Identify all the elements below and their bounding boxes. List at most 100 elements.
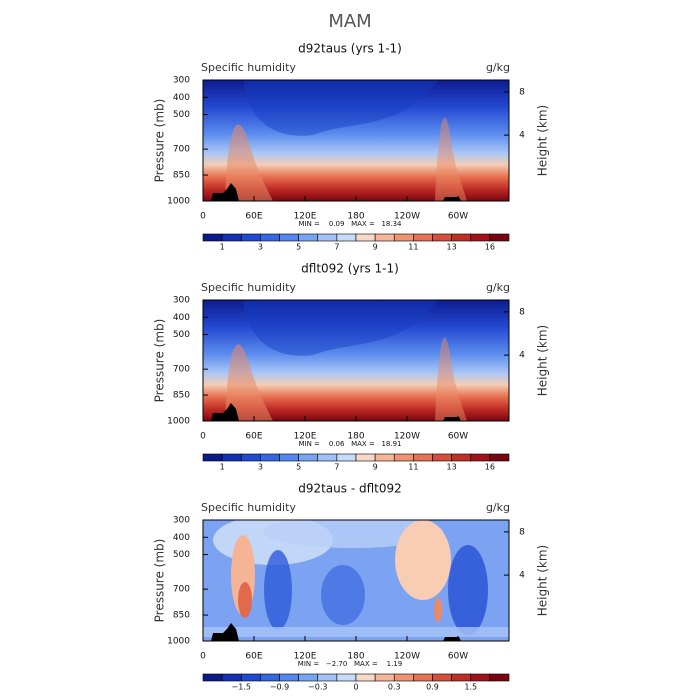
- panel-title: d92taus (yrs 1-1): [298, 42, 402, 56]
- colorbar-label: 1: [220, 463, 225, 472]
- colorbar-box: [317, 673, 338, 682]
- units-label: g/kg: [486, 501, 510, 514]
- x-tick-label: 60E: [245, 652, 262, 662]
- colorbar-box: [355, 673, 376, 682]
- field-dry: [243, 80, 438, 136]
- x-tick-label: 120W: [394, 432, 420, 442]
- x-tick-label: 0: [200, 432, 206, 442]
- colorbar-box: [202, 233, 223, 242]
- colorbar-box: [298, 233, 319, 242]
- y-tick-label: 300: [173, 296, 190, 306]
- field-blob: [434, 598, 442, 622]
- panel-title: d92taus - dflt092: [298, 482, 402, 496]
- colorbar-box: [202, 453, 223, 462]
- colorbar-box: [336, 233, 357, 242]
- colorbar-label: 7: [334, 463, 339, 472]
- y-tick-label: 500: [173, 550, 190, 560]
- field-dry: [243, 300, 438, 356]
- y-tick-label: 1000: [167, 417, 190, 427]
- field-band: [203, 627, 509, 637]
- colorbar-box: [470, 233, 491, 242]
- colorbar-box: [374, 673, 395, 682]
- colorbar-box: [451, 453, 472, 462]
- x-tick-label: 120E: [294, 432, 317, 442]
- colorbar-label: 13: [447, 243, 457, 252]
- colorbar-box: [240, 673, 261, 682]
- field-plume: [435, 117, 467, 201]
- y2-tick-label: 8: [519, 87, 525, 97]
- colorbar-label: 5: [296, 243, 301, 252]
- field-blob: [264, 550, 292, 630]
- y2-tick-label: 4: [519, 131, 525, 141]
- y-tick-label: 300: [173, 76, 190, 86]
- y-tick-label: 700: [173, 365, 190, 375]
- terrain: [211, 623, 239, 641]
- figure-title: MAM: [328, 11, 371, 32]
- plot-field: [203, 520, 509, 641]
- y-tick-label: 1000: [167, 637, 190, 647]
- colorbar-label: −0.3: [308, 683, 327, 692]
- colorbar-box: [298, 673, 319, 682]
- colorbar-box: [355, 453, 376, 462]
- colorbar-box: [451, 673, 472, 682]
- y-tick-label: 1000: [167, 197, 190, 207]
- colorbar-box: [279, 673, 299, 682]
- colorbar-box: [260, 673, 280, 682]
- colorbar-label: 5: [296, 463, 301, 472]
- y2-tick-label: 8: [519, 307, 525, 317]
- colorbar-box: [317, 233, 338, 242]
- colorbar-box: [202, 673, 223, 682]
- terrain: [211, 183, 239, 201]
- panel-title: dflt092 (yrs 1-1): [301, 262, 399, 276]
- y-tick-label: 400: [173, 93, 190, 103]
- x-tick-label: 0: [200, 652, 206, 662]
- colorbar-box: [260, 233, 280, 242]
- colorbar-label: 16: [485, 243, 495, 252]
- x-tick-label: 180: [347, 652, 364, 662]
- colorbar-label: 11: [408, 463, 418, 472]
- plot-field: [203, 80, 509, 201]
- colorbar-box: [240, 453, 261, 462]
- colorbar-label: 0: [353, 683, 358, 692]
- terrain: [443, 197, 461, 201]
- x-tick-label: 180: [347, 432, 364, 442]
- y-tick-label: 500: [173, 330, 190, 340]
- colorbar-box: [489, 233, 510, 242]
- y2-tick-label: 4: [519, 571, 525, 581]
- colorbar-box: [279, 453, 299, 462]
- field-plume: [225, 344, 273, 421]
- units-label: g/kg: [486, 61, 510, 74]
- variable-label: Specific humidity: [201, 501, 296, 514]
- colorbar-box: [221, 453, 242, 462]
- colorbar-label: 0.9: [426, 683, 439, 692]
- colorbar-box: [470, 453, 491, 462]
- y-axis-label: Pressure (mb): [153, 539, 167, 623]
- colorbar-label: −0.9: [270, 683, 289, 692]
- colorbar-box: [221, 233, 242, 242]
- colorbar-box: [489, 673, 510, 682]
- x-tick-label: 120E: [294, 212, 317, 222]
- terrain: [443, 637, 461, 641]
- y2-tick-label: 4: [519, 351, 525, 361]
- colorbar-box: [298, 453, 319, 462]
- colorbar-label: −1.5: [232, 683, 251, 692]
- colorbar-box: [432, 453, 452, 462]
- terrain: [211, 403, 239, 421]
- variable-label: Specific humidity: [201, 61, 296, 74]
- colorbar-box: [221, 673, 242, 682]
- colorbar-box: [374, 233, 395, 242]
- colorbar-label: 16: [485, 463, 495, 472]
- plot-field: [203, 300, 509, 421]
- y-tick-label: 400: [173, 313, 190, 323]
- colorbar-box: [336, 673, 357, 682]
- y-tick-label: 700: [173, 145, 190, 155]
- colorbar-label: 1: [220, 243, 225, 252]
- y-tick-label: 700: [173, 585, 190, 595]
- y-tick-label: 300: [173, 516, 190, 526]
- y-tick-label: 850: [173, 611, 190, 621]
- x-tick-label: 120W: [394, 212, 420, 222]
- colorbar-label: 13: [447, 463, 457, 472]
- colorbar-label: 11: [408, 243, 418, 252]
- colorbar-box: [470, 673, 491, 682]
- colorbar-box: [432, 673, 452, 682]
